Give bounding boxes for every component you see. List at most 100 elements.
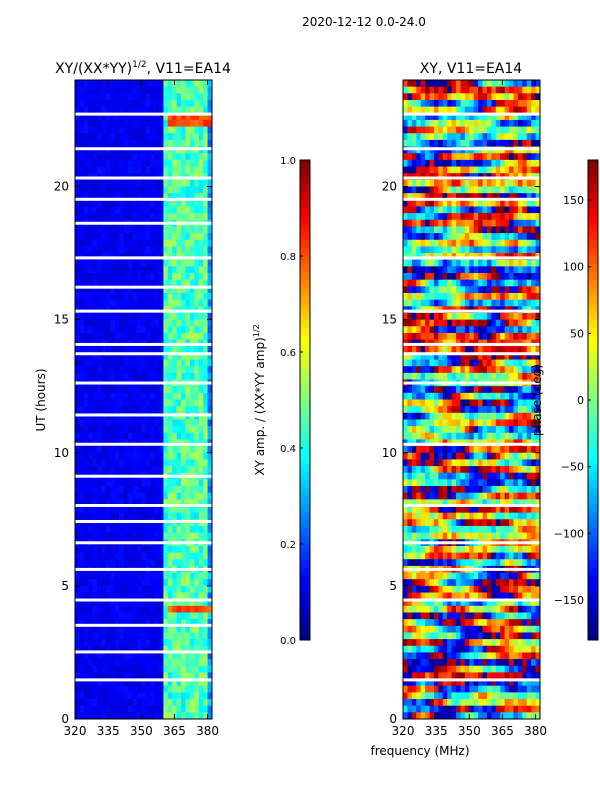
heatmap-cell bbox=[438, 432, 444, 440]
heatmap-cell bbox=[150, 559, 155, 567]
heatmap-cell bbox=[526, 446, 532, 454]
heatmap-cell bbox=[150, 679, 155, 687]
heatmap-cell bbox=[526, 106, 532, 114]
heatmap-cell bbox=[425, 419, 430, 427]
heatmap-cell bbox=[491, 466, 497, 474]
heatmap-cell bbox=[407, 366, 413, 374]
heatmap-cell bbox=[119, 166, 125, 174]
heatmap-cell bbox=[509, 346, 514, 354]
heatmap-cell bbox=[110, 266, 116, 274]
heatmap-cell bbox=[407, 352, 413, 360]
heatmap-cell bbox=[491, 273, 497, 281]
heatmap-cell bbox=[403, 166, 408, 174]
heatmap-cell bbox=[203, 119, 208, 127]
heatmap-cell bbox=[504, 159, 510, 167]
heatmap-cell bbox=[447, 239, 453, 247]
data-gap-band bbox=[75, 519, 212, 523]
heatmap-cell bbox=[167, 506, 173, 514]
heatmap-cell bbox=[194, 226, 200, 234]
heatmap-cell bbox=[167, 126, 173, 134]
heatmap-cell bbox=[123, 226, 129, 234]
heatmap-cell bbox=[154, 452, 160, 460]
heatmap-cell bbox=[141, 545, 147, 553]
heatmap-cell bbox=[517, 213, 523, 221]
heatmap-cell bbox=[92, 572, 98, 580]
heatmap-cell bbox=[203, 406, 208, 414]
heatmap-cell bbox=[526, 312, 532, 321]
heatmap-cell bbox=[97, 492, 102, 500]
heatmap-cell bbox=[132, 625, 138, 633]
heatmap-cell bbox=[101, 712, 107, 720]
heatmap-cell bbox=[92, 699, 98, 707]
heatmap-cell bbox=[500, 419, 506, 427]
heatmap-cell bbox=[163, 119, 169, 127]
heatmap-cell bbox=[513, 452, 519, 460]
heatmap-cell bbox=[167, 366, 173, 374]
heatmap-cell bbox=[150, 299, 155, 307]
heatmap-cell bbox=[158, 605, 164, 613]
heatmap-cell bbox=[79, 113, 85, 121]
colorbar-segment bbox=[300, 280, 310, 285]
heatmap-cell bbox=[509, 80, 514, 88]
heatmap-cell bbox=[172, 552, 178, 560]
heatmap-cell bbox=[105, 592, 111, 600]
heatmap-cell bbox=[92, 639, 98, 647]
heatmap-cell bbox=[154, 506, 160, 514]
heatmap-cell bbox=[110, 193, 116, 201]
heatmap-cell bbox=[189, 246, 195, 254]
heatmap-cell bbox=[478, 359, 483, 367]
heatmap-cell bbox=[416, 126, 422, 134]
heatmap-cell bbox=[172, 206, 178, 214]
heatmap-cell bbox=[83, 632, 89, 640]
heatmap-cell bbox=[478, 346, 483, 354]
heatmap-cell bbox=[181, 299, 186, 307]
heatmap-cell bbox=[150, 206, 155, 214]
heatmap-cell bbox=[429, 386, 435, 394]
heatmap-cell bbox=[97, 286, 102, 294]
heatmap-cell bbox=[110, 525, 116, 534]
heatmap-cell bbox=[504, 93, 510, 101]
heatmap-cell bbox=[181, 426, 186, 434]
colorbar-segment bbox=[300, 300, 310, 305]
heatmap-cell bbox=[407, 432, 413, 440]
heatmap-cell bbox=[460, 126, 466, 134]
heatmap-cell bbox=[478, 446, 483, 454]
heatmap-cell bbox=[141, 159, 147, 167]
heatmap-cell bbox=[526, 206, 532, 214]
heatmap-cell bbox=[203, 419, 208, 427]
heatmap-cell bbox=[163, 679, 169, 687]
heatmap-cell bbox=[79, 499, 85, 507]
heatmap-cell bbox=[123, 366, 129, 374]
heatmap-cell bbox=[522, 206, 528, 214]
heatmap-cell bbox=[442, 206, 448, 214]
heatmap-cell bbox=[491, 86, 497, 94]
heatmap-cell bbox=[438, 153, 444, 161]
heatmap-cell bbox=[456, 286, 461, 294]
heatmap-cell bbox=[207, 99, 213, 108]
heatmap-cell bbox=[154, 186, 160, 194]
heatmap-cell bbox=[526, 153, 532, 161]
heatmap-cell bbox=[478, 153, 483, 161]
heatmap-cell bbox=[451, 459, 457, 467]
heatmap-cell bbox=[114, 486, 120, 494]
heatmap-cell bbox=[75, 359, 80, 367]
heatmap-cell bbox=[207, 359, 213, 367]
heatmap-cell bbox=[442, 366, 448, 374]
heatmap-cell bbox=[429, 153, 435, 161]
heatmap-cell bbox=[478, 399, 483, 407]
heatmap-cell bbox=[403, 352, 408, 360]
heatmap-cell bbox=[75, 632, 80, 640]
heatmap-cell bbox=[491, 213, 497, 221]
heatmap-cell bbox=[88, 206, 94, 214]
heatmap-cell bbox=[482, 426, 488, 434]
colorbar-segment bbox=[300, 572, 310, 577]
heatmap-cell bbox=[132, 246, 138, 254]
heatmap-cell bbox=[136, 532, 142, 540]
heatmap-cell bbox=[203, 432, 208, 440]
heatmap-cell bbox=[531, 99, 536, 108]
heatmap-cell bbox=[522, 106, 528, 114]
heatmap-cell bbox=[185, 426, 191, 434]
heatmap-cell bbox=[198, 259, 204, 267]
heatmap-cell bbox=[181, 286, 186, 294]
heatmap-cell bbox=[128, 645, 133, 653]
